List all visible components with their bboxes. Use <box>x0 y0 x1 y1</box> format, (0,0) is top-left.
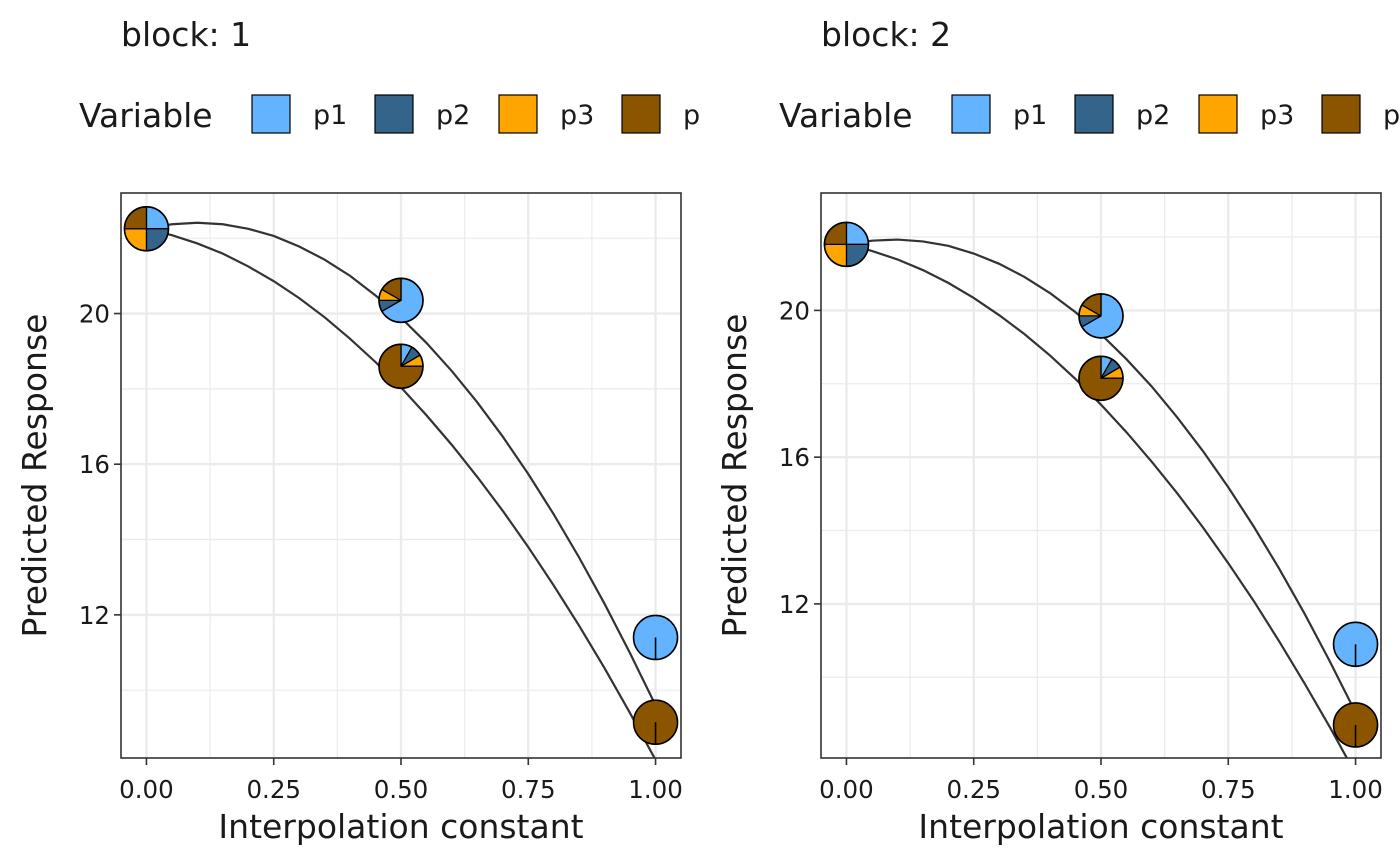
pie-glyphs <box>123 205 679 746</box>
legend-item-p1: p1 <box>251 94 347 134</box>
pie-glyph <box>1332 621 1379 668</box>
pie-glyph <box>123 205 170 252</box>
legend-label: p2 <box>436 100 470 131</box>
pie-glyph <box>1332 702 1379 748</box>
pie-outline <box>632 699 679 746</box>
pie-outline <box>1078 355 1124 402</box>
pie-glyph <box>632 699 679 746</box>
panel-block-2: block: 2 Variable p1 p2 p3 p 12 16 20 0.00 0.25 0.5… <box>715 15 1400 846</box>
y-tick-label: 16 <box>779 443 810 472</box>
pie-outline <box>1078 293 1124 339</box>
legend-item-p2: p2 <box>1074 94 1170 134</box>
legend-item-p: p <box>1321 94 1400 134</box>
legend: Variable p1 p2 p3 p <box>779 94 1400 135</box>
x-axis-title: Interpolation constant <box>218 807 583 846</box>
pie-outline <box>378 277 424 324</box>
y-tick-label: 12 <box>79 601 110 630</box>
legend-key-p1 <box>251 94 291 134</box>
pie-glyphs <box>823 221 1379 748</box>
x-tick-label: 0.75 <box>1201 775 1256 804</box>
pie-glyph <box>1078 293 1124 339</box>
x-tick-label: 0.25 <box>246 775 301 804</box>
legend-label: p3 <box>560 100 594 131</box>
pie-outline <box>123 205 170 252</box>
y-axis-title: Predicted Response <box>15 314 54 638</box>
panel-title: block: 1 <box>121 15 251 54</box>
legend-item-p3: p3 <box>498 94 594 134</box>
legend-label: p <box>683 100 700 131</box>
pie-outline <box>823 221 870 268</box>
x-tick-label: 0.50 <box>374 775 429 804</box>
x-tick-label: 1.00 <box>1328 775 1383 804</box>
x-tick-label: 0.75 <box>501 775 556 804</box>
legend-key-p2 <box>374 94 414 134</box>
pie-glyph <box>823 221 870 268</box>
legend-label: p1 <box>1013 100 1047 131</box>
legend-key-p2 <box>1074 94 1114 134</box>
pie-outline <box>1332 621 1379 668</box>
series-line-2 <box>846 243 1349 758</box>
legend-label: p2 <box>1136 100 1170 131</box>
x-axis-title: Interpolation constant <box>918 807 1283 846</box>
x-tick-label: 0.00 <box>119 775 174 804</box>
legend-item-p1: p1 <box>951 94 1047 134</box>
pie-outline <box>378 343 424 390</box>
y-tick-label: 20 <box>79 300 110 329</box>
grid <box>121 193 681 758</box>
legend-key-p <box>1321 94 1361 134</box>
legend-key-p3 <box>1198 94 1238 134</box>
legend-title: Variable <box>779 96 913 135</box>
legend-item-p: p <box>621 94 700 134</box>
legend-key-p3 <box>498 94 538 134</box>
x-tick-label: 1.00 <box>628 775 683 804</box>
pie-outline <box>632 614 679 661</box>
legend-label: p3 <box>1260 100 1294 131</box>
legend-item-p2: p2 <box>374 94 470 134</box>
pie-glyph <box>632 614 679 661</box>
x-tick-label: 0.50 <box>1074 775 1129 804</box>
legend-key-p <box>621 94 661 134</box>
pie-outline <box>1332 702 1379 748</box>
legend-label: p1 <box>313 100 347 131</box>
legend-label: p <box>1383 100 1400 131</box>
legend-key-p1 <box>951 94 991 134</box>
legend-title: Variable <box>79 96 213 135</box>
panel-block-1: block: 1 Variable p1 p2 p3 p 12 16 20 0.00 0.25 0.5… <box>15 15 700 846</box>
y-tick-label: 16 <box>79 450 110 479</box>
pie-glyph <box>378 343 424 390</box>
panel-title: block: 2 <box>821 15 951 54</box>
x-tick-label: 0.00 <box>819 775 874 804</box>
x-tick-label: 0.25 <box>946 775 1001 804</box>
y-axis-title: Predicted Response <box>715 314 754 638</box>
legend-item-p3: p3 <box>1198 94 1294 134</box>
legend: Variable p1 p2 p3 p <box>79 94 700 135</box>
pie-glyph <box>378 277 424 324</box>
pie-glyph <box>1078 355 1124 402</box>
y-tick-label: 12 <box>779 590 810 619</box>
y-tick-label: 20 <box>779 296 810 325</box>
